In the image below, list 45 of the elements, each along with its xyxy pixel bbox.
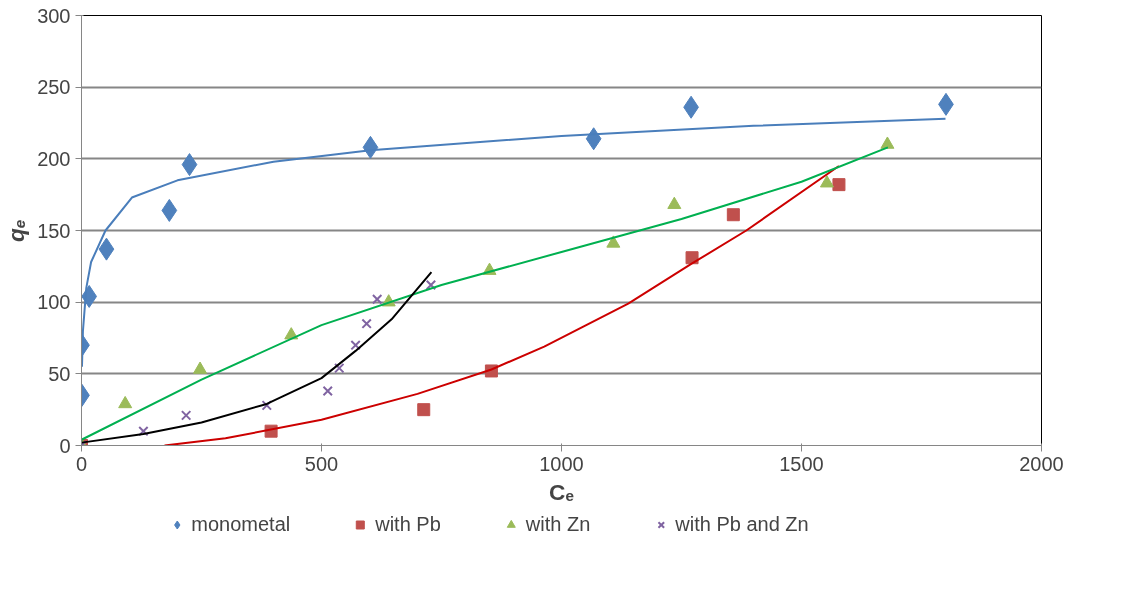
x-tick-label: 1500 <box>779 452 824 475</box>
legend-label: with Zn <box>525 512 591 536</box>
point <box>361 318 372 329</box>
point <box>334 362 345 374</box>
point <box>417 403 431 417</box>
line-series <box>81 271 433 444</box>
point <box>181 153 198 177</box>
point <box>350 339 361 351</box>
point <box>81 284 98 308</box>
line-series <box>81 117 947 368</box>
x-tick-label: 500 <box>304 452 339 475</box>
y-tick-label: 250 <box>37 76 71 99</box>
x-tick-label: 1000 <box>539 452 584 475</box>
point <box>138 425 149 437</box>
y-tick-label: 100 <box>37 291 71 314</box>
legend-label: monometal <box>191 512 291 536</box>
x-tick-label: 0 <box>75 452 88 475</box>
point <box>261 400 273 411</box>
x-tick-label: 2000 <box>1019 452 1064 475</box>
point <box>371 294 383 305</box>
point <box>193 361 208 374</box>
point <box>425 279 437 291</box>
x-axis-title: Cₑ <box>549 478 574 505</box>
point <box>362 135 379 159</box>
y-tick-label: 150 <box>37 219 71 242</box>
y-tick-label: 50 <box>48 362 71 385</box>
point <box>819 175 834 188</box>
y-tick-label: 200 <box>37 147 71 170</box>
point <box>98 237 115 261</box>
point <box>161 198 178 222</box>
point <box>606 235 621 248</box>
line-series <box>163 165 840 446</box>
y-axis-title: qₑ <box>3 219 30 242</box>
point <box>118 395 133 409</box>
legend-label: with Pb <box>375 512 441 536</box>
point <box>880 136 895 149</box>
point <box>832 178 846 192</box>
point <box>667 196 682 209</box>
y-tick-label: 300 <box>37 4 71 27</box>
point <box>180 410 192 421</box>
point <box>726 208 740 222</box>
legend-label: with Pb and Zn <box>675 512 809 536</box>
point <box>322 385 333 397</box>
y-tick-label: 0 <box>59 434 71 457</box>
point <box>585 127 602 151</box>
